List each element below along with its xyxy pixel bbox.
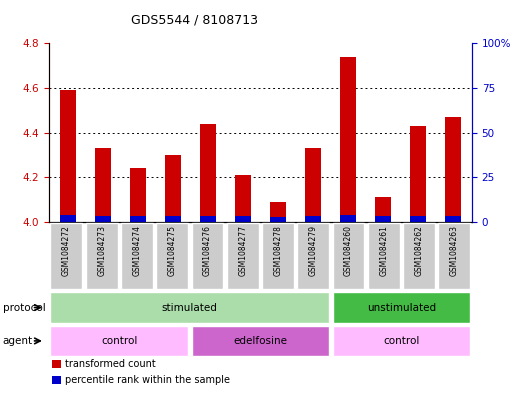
Bar	[445, 117, 461, 222]
Text: edelfosine: edelfosine	[233, 336, 287, 346]
Bar	[445, 216, 461, 222]
Bar	[60, 215, 76, 222]
Bar	[270, 217, 286, 222]
Bar	[340, 215, 356, 222]
Bar	[130, 168, 146, 222]
Text: GSM1084261: GSM1084261	[379, 225, 388, 275]
Bar	[52, 376, 61, 384]
Bar	[262, 223, 294, 289]
Bar	[191, 326, 329, 356]
Bar	[270, 202, 286, 222]
Text: transformed count: transformed count	[65, 359, 156, 369]
Text: control: control	[101, 336, 137, 346]
Bar	[368, 223, 400, 289]
Bar	[305, 216, 321, 222]
Bar	[227, 223, 259, 289]
Bar	[50, 292, 329, 323]
Text: GSM1084263: GSM1084263	[450, 225, 459, 276]
Text: GSM1084276: GSM1084276	[203, 225, 212, 276]
Bar	[50, 326, 188, 356]
Bar	[165, 216, 181, 222]
Bar	[332, 292, 470, 323]
Text: control: control	[383, 336, 420, 346]
Text: agent: agent	[3, 336, 33, 346]
Text: unstimulated: unstimulated	[367, 303, 436, 312]
Bar	[375, 197, 390, 222]
Bar	[332, 223, 364, 289]
Bar	[403, 223, 435, 289]
Bar	[95, 148, 111, 222]
Text: GDS5544 / 8108713: GDS5544 / 8108713	[131, 14, 259, 27]
Bar	[191, 223, 223, 289]
Bar	[86, 223, 117, 289]
Bar	[165, 155, 181, 222]
Bar	[235, 175, 251, 222]
Text: GSM1084274: GSM1084274	[132, 225, 142, 276]
Bar	[305, 148, 321, 222]
Text: protocol: protocol	[3, 303, 45, 312]
Bar	[50, 223, 82, 289]
Bar	[200, 216, 216, 222]
Bar	[439, 223, 470, 289]
Text: GSM1084262: GSM1084262	[415, 225, 424, 275]
Bar	[298, 223, 329, 289]
Text: GSM1084278: GSM1084278	[273, 225, 283, 275]
Text: GSM1084272: GSM1084272	[62, 225, 71, 275]
Bar	[95, 216, 111, 222]
Text: GSM1084277: GSM1084277	[238, 225, 247, 276]
Bar	[156, 223, 188, 289]
Text: GSM1084260: GSM1084260	[344, 225, 353, 276]
Text: stimulated: stimulated	[162, 303, 218, 312]
Bar	[410, 216, 426, 222]
Bar	[60, 90, 76, 222]
Bar	[235, 217, 251, 222]
Bar	[375, 217, 390, 222]
Bar	[52, 360, 61, 367]
Text: GSM1084279: GSM1084279	[309, 225, 318, 276]
Text: GSM1084275: GSM1084275	[168, 225, 176, 276]
Bar	[332, 326, 470, 356]
Text: percentile rank within the sample: percentile rank within the sample	[65, 375, 230, 385]
Bar	[340, 57, 356, 222]
Bar	[200, 124, 216, 222]
Bar	[410, 126, 426, 222]
Bar	[130, 217, 146, 222]
Text: GSM1084273: GSM1084273	[97, 225, 106, 276]
Bar	[121, 223, 153, 289]
